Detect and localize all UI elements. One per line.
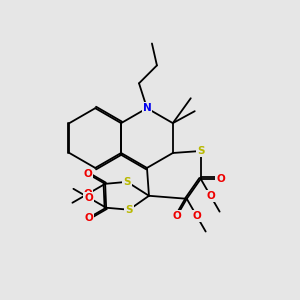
- Text: N: N: [142, 103, 152, 113]
- Text: O: O: [216, 174, 225, 184]
- Text: S: S: [123, 177, 131, 187]
- Text: S: S: [125, 205, 133, 215]
- Text: O: O: [192, 211, 201, 221]
- Text: O: O: [84, 169, 92, 179]
- Text: O: O: [206, 191, 215, 201]
- Text: O: O: [84, 189, 92, 199]
- Text: O: O: [85, 193, 93, 203]
- Text: O: O: [85, 213, 93, 223]
- Text: O: O: [172, 211, 181, 221]
- Text: S: S: [197, 146, 205, 156]
